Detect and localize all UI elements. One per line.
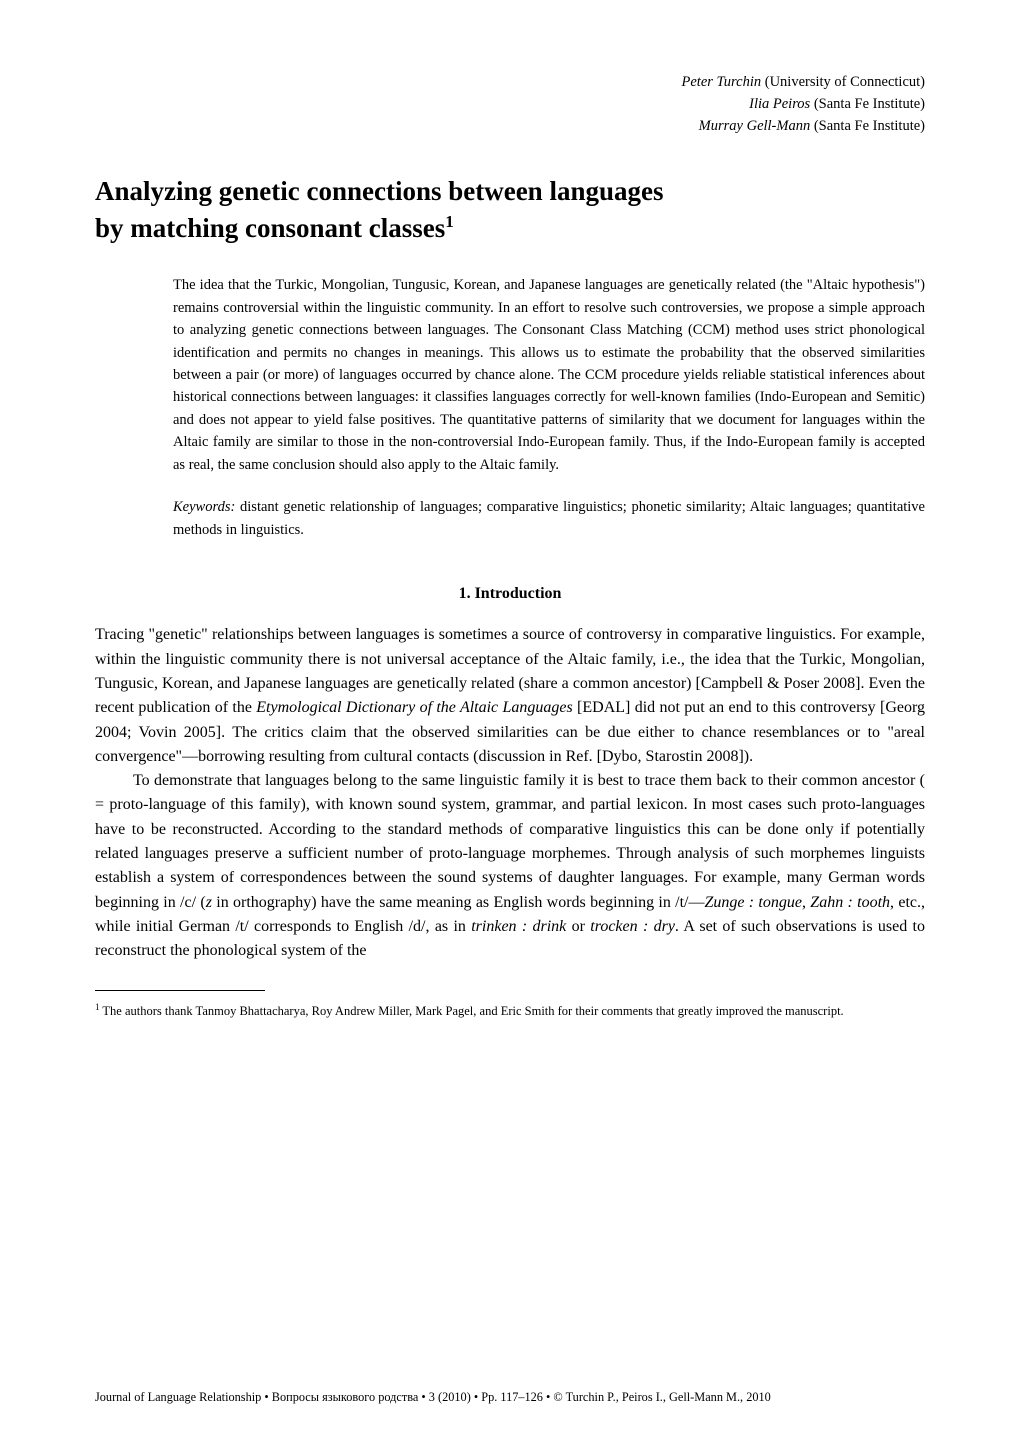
author-affiliation: (Santa Fe Institute) <box>814 96 925 112</box>
footnote: 1 The authors thank Tanmoy Bhattacharya,… <box>95 1001 925 1020</box>
body-paragraph-2: To demonstrate that languages belong to … <box>95 769 925 964</box>
author-line: Peter Turchin (University of Connecticut… <box>95 72 925 94</box>
keywords-label: Keywords: <box>173 499 235 515</box>
title-footnote-ref: 1 <box>445 212 454 231</box>
keywords: Keywords: distant genetic relationship o… <box>173 496 925 541</box>
author-name: Murray Gell-Mann <box>699 118 811 134</box>
author-affiliation: (University of Connecticut) <box>765 74 925 90</box>
author-affiliation: (Santa Fe Institute) <box>814 118 925 134</box>
journal-footer: Journal of Language Relationship • Вопро… <box>95 1390 925 1405</box>
footnote-divider <box>95 990 265 991</box>
author-name: Peter Turchin <box>682 74 762 90</box>
title-line-1: Analyzing genetic connections between la… <box>95 176 663 206</box>
footnote-text: The authors thank Tanmoy Bhattacharya, R… <box>100 1004 844 1018</box>
section-heading: 1. Introduction <box>95 585 925 603</box>
abstract: The idea that the Turkic, Mongolian, Tun… <box>173 274 925 476</box>
author-line: Murray Gell-Mann (Santa Fe Institute) <box>95 116 925 138</box>
author-name: Ilia Peiros <box>749 96 810 112</box>
title-line-2: by matching consonant classes <box>95 213 445 243</box>
body-paragraph-1: Tracing "genetic" relationships between … <box>95 623 925 769</box>
keywords-text: distant genetic relationship of language… <box>173 499 925 537</box>
paper-title: Analyzing genetic connections between la… <box>95 173 925 246</box>
author-block: Peter Turchin (University of Connecticut… <box>95 72 925 137</box>
author-line: Ilia Peiros (Santa Fe Institute) <box>95 94 925 116</box>
